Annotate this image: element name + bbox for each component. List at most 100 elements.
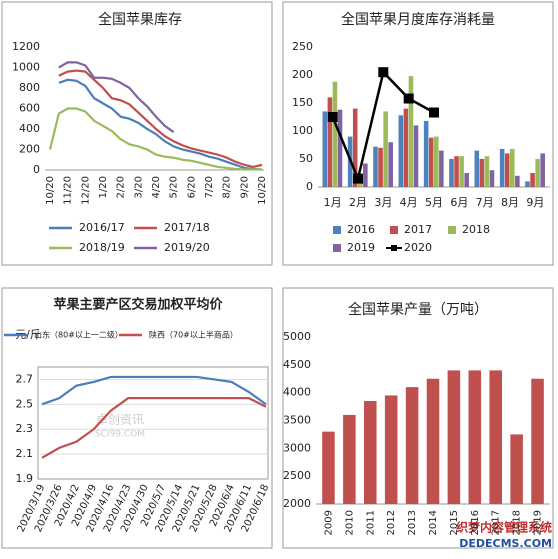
x-tick-label: 2013: [407, 510, 418, 535]
bar: [489, 170, 495, 187]
line-series: [41, 397, 267, 459]
bar: [434, 136, 439, 187]
x-tick-label: 2017: [491, 510, 502, 535]
y-tick-label: 3500: [283, 414, 311, 427]
x-tick-label: 2009: [323, 510, 334, 535]
bar: [343, 414, 356, 504]
x-tick-label: 8/20: [222, 176, 233, 198]
line-series: [58, 61, 175, 133]
legend-label: 2017/18: [164, 221, 210, 234]
bar: [535, 159, 540, 187]
x-tick-label: 7/20: [204, 176, 215, 198]
y-tick-label: 4000: [283, 386, 311, 399]
bar: [332, 81, 338, 187]
x-tick-label: 2/20: [116, 176, 127, 198]
bar: [499, 148, 505, 187]
bar: [449, 159, 454, 187]
marker: [353, 173, 363, 184]
y-tick-label: 0: [33, 163, 40, 176]
x-tick-label: 2月: [349, 196, 367, 209]
panel: [1, 287, 273, 549]
x-tick-label: 1月: [324, 196, 342, 209]
marker: [327, 112, 338, 122]
bar: [352, 108, 358, 187]
marker: [403, 93, 414, 104]
y-tick-label: 2.7: [16, 372, 34, 385]
legend-label: 2019: [347, 241, 375, 254]
bar: [322, 111, 328, 187]
watermark: 卓创资讯: [96, 413, 144, 427]
y-tick-label: 800: [19, 81, 40, 94]
legend-label: 2018/19: [79, 241, 125, 254]
x-tick-label: 2012: [386, 510, 397, 535]
y-tick-label: 600: [19, 102, 40, 115]
bar: [373, 146, 378, 187]
bar: [447, 370, 461, 504]
x-tick-label: 9/20: [239, 176, 250, 198]
bar: [383, 111, 388, 187]
bar: [510, 434, 523, 504]
bar: [510, 148, 515, 187]
bar: [530, 173, 535, 187]
x-tick-label: 3/20: [133, 176, 144, 198]
x-tick-label: 2016: [470, 510, 481, 535]
bar: [403, 108, 409, 187]
bar: [322, 431, 335, 504]
bar: [378, 147, 383, 187]
bar: [337, 109, 343, 187]
bar: [531, 378, 544, 504]
y-tick-label: 1200: [12, 40, 40, 53]
bar: [464, 173, 469, 187]
bar: [459, 156, 464, 187]
y-tick-label: 200: [292, 68, 313, 81]
bar: [398, 115, 404, 187]
bar: [489, 370, 502, 504]
bar: [428, 137, 434, 187]
x-tick-label: 12/20: [80, 176, 91, 205]
x-tick-label: 8月: [501, 196, 519, 209]
line-series: [41, 375, 267, 406]
x-tick-label: 2015: [449, 510, 460, 535]
y-tick-label: 400: [19, 122, 40, 135]
page-watermark: DEDECMS.COM: [459, 537, 552, 550]
bar: [525, 181, 530, 187]
bar: [504, 153, 510, 187]
x-tick-label: 10/20: [45, 176, 56, 205]
x-tick-label: 9月: [526, 196, 544, 209]
legend-swatch: [448, 226, 456, 234]
legend-label: 山东（80#以上一二级）: [34, 330, 123, 340]
x-tick-label: 2019: [533, 510, 544, 535]
y-tick-label: 100: [292, 124, 313, 137]
x-tick-label: 5月: [425, 196, 443, 209]
bar: [423, 120, 429, 187]
chart-title: 全国苹果月度库存消耗量: [341, 11, 495, 28]
legend-swatch: [390, 226, 398, 234]
bar: [515, 175, 520, 187]
y-tick-label: 2000: [283, 497, 311, 510]
bar: [474, 150, 480, 187]
chart-title: 苹果主要产区交易加权平均价: [53, 297, 223, 313]
panel: [1, 1, 273, 266]
bar: [388, 142, 393, 187]
y-tick-label: 250: [292, 40, 313, 53]
bar: [384, 395, 398, 504]
legend-label: 陕西（70#以上半商品）: [149, 330, 238, 340]
bar: [405, 387, 419, 504]
legend-label: 2017: [404, 223, 432, 236]
bar: [468, 370, 482, 504]
y-tick-label: 50: [299, 152, 313, 165]
y-tick-label: 5000: [283, 330, 311, 343]
bar: [479, 159, 485, 187]
bar: [413, 125, 419, 187]
chart-title: 全国苹果产量（万吨）: [348, 301, 488, 318]
line-series: [48, 107, 262, 171]
x-tick-label: 10/20: [257, 176, 268, 205]
x-tick-label: 2011: [365, 510, 376, 535]
y-axis-label: 元/斤: [15, 328, 41, 341]
legend-label: 2019/20: [164, 241, 210, 254]
x-tick-label: 7月: [476, 196, 494, 209]
y-tick-label: 1000: [12, 61, 40, 74]
x-tick-label: 4月: [400, 196, 418, 209]
legend-swatch: [391, 245, 397, 251]
